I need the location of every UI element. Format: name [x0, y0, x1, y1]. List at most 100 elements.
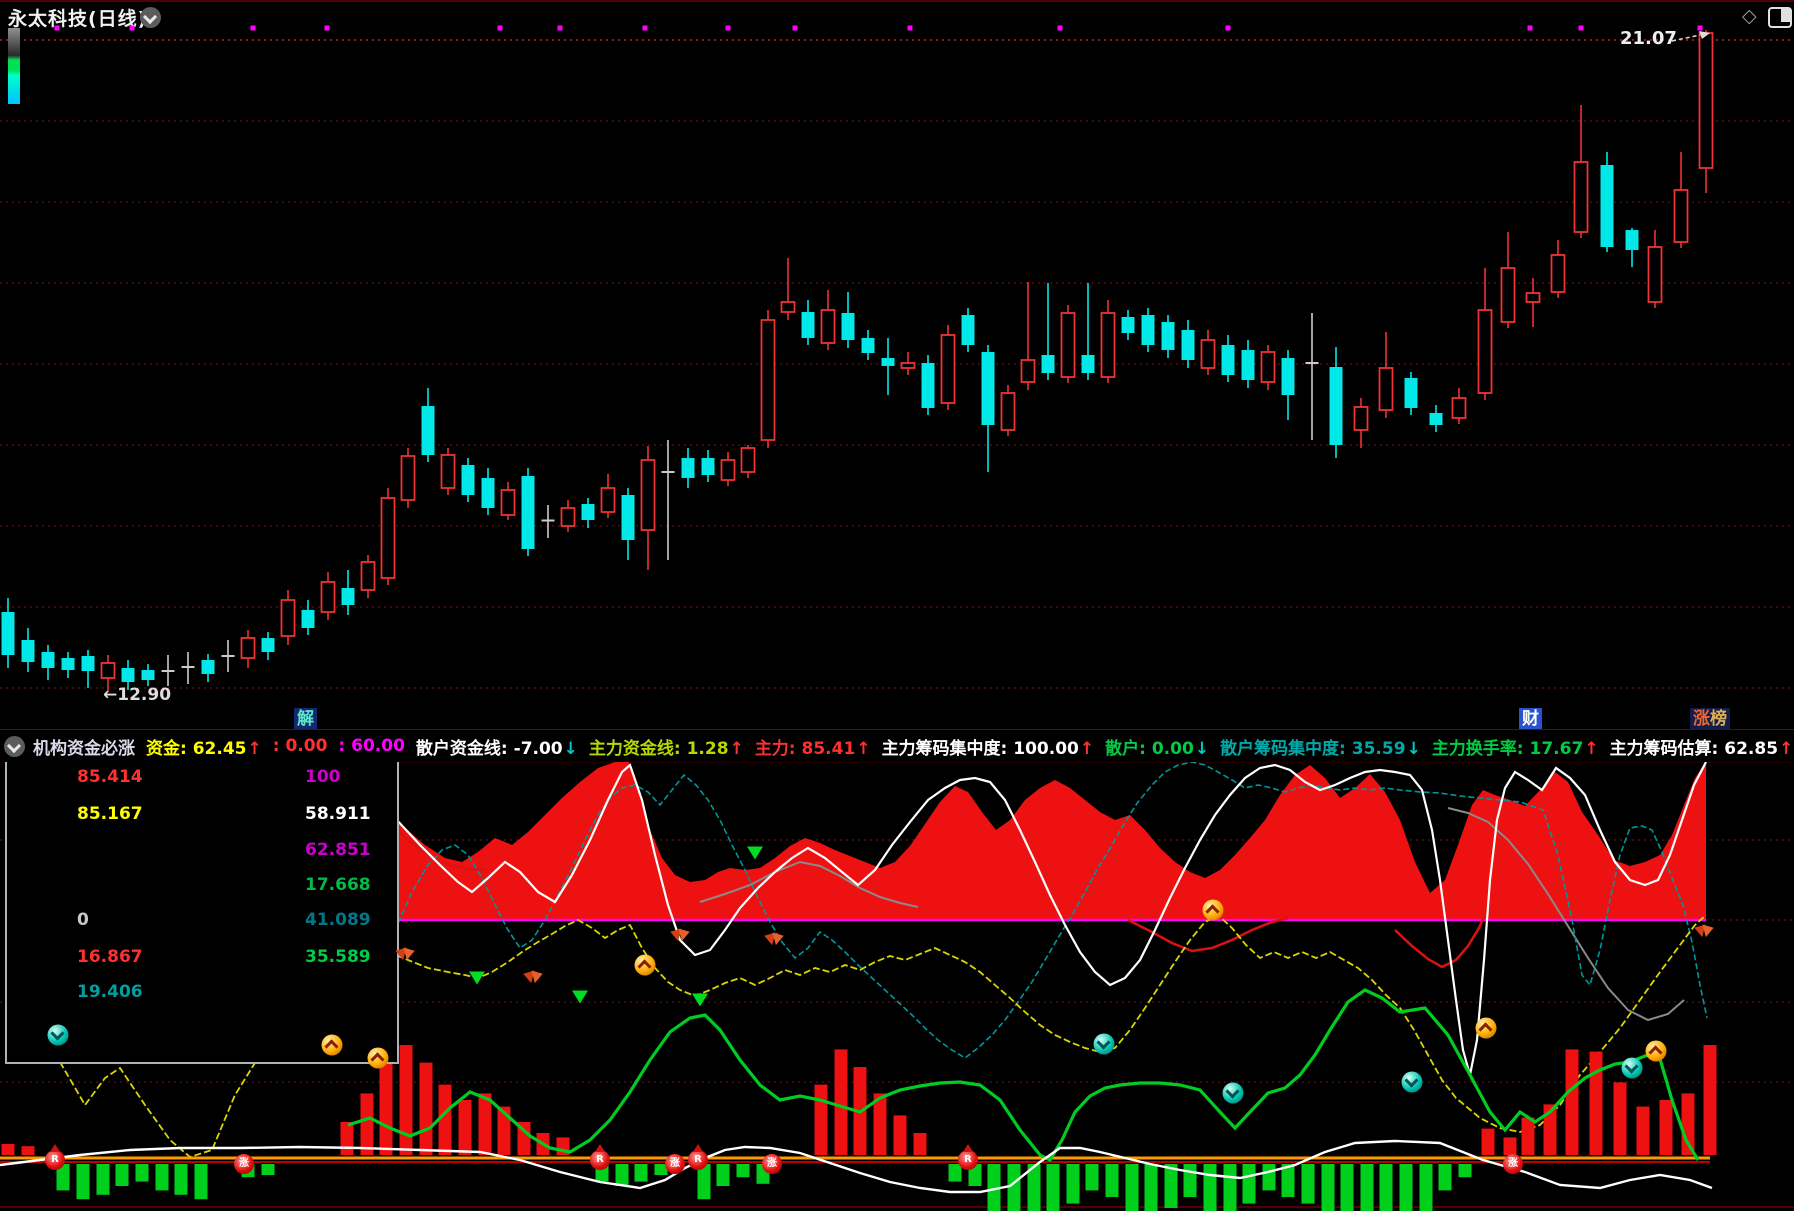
- candle-up: [820, 309, 836, 344]
- candle-down: [681, 458, 695, 478]
- bar-up: [340, 1122, 354, 1155]
- candle-down: [61, 658, 75, 670]
- bar-down: [1223, 1164, 1237, 1211]
- panel-toggle-icon[interactable]: [1768, 7, 1792, 28]
- bar-down: [1027, 1164, 1041, 1211]
- chevron-down-icon[interactable]: [140, 7, 161, 28]
- indicator-value-panel: 85.414 85.167 0 16.867 19.406 100 58.911…: [5, 757, 399, 1064]
- bar-down: [1438, 1164, 1452, 1191]
- up-arrow-icon: ↑: [729, 738, 744, 759]
- up-arrow-icon: ↑: [1584, 738, 1599, 759]
- badge-cai[interactable]: 财: [1519, 708, 1542, 731]
- gray-line: [1447, 807, 1685, 1022]
- sell-triangle-icon: [692, 993, 708, 1007]
- bar-down: [1066, 1164, 1080, 1204]
- panel-value: 85.167: [77, 804, 143, 824]
- candle-down: [1, 612, 15, 655]
- bar-down: [1144, 1164, 1158, 1211]
- bar-down: [1007, 1164, 1021, 1211]
- candle-up: [940, 334, 956, 404]
- candle-down: [1221, 345, 1235, 375]
- bar-down: [1164, 1164, 1178, 1208]
- candle-up: [780, 301, 796, 313]
- bar-down: [1125, 1164, 1139, 1211]
- bar-down: [1105, 1164, 1119, 1197]
- diamond-icon[interactable]: ◇: [1742, 5, 1757, 27]
- candle-up: [560, 507, 576, 527]
- legend-item: 主力筹码集中度: 100.00↑: [881, 738, 1095, 759]
- badge-zhangbang[interactable]: 涨榜: [1690, 708, 1730, 731]
- butterfly-signal-icon: [1694, 922, 1714, 936]
- badge-jie[interactable]: 解: [294, 708, 317, 731]
- bar-down: [1203, 1164, 1217, 1211]
- red-line: [1394, 909, 1489, 969]
- bar-up: [419, 1062, 433, 1155]
- candle-up: [1353, 406, 1369, 431]
- chevron-up-circle-icon: [1645, 1040, 1667, 1062]
- bar-up: [1703, 1045, 1717, 1155]
- red-circle-signal-icon: 涨: [234, 1154, 254, 1174]
- candle-down: [1041, 355, 1055, 373]
- low-price-label: ←12.90: [103, 685, 172, 705]
- candle-up: [1550, 254, 1566, 293]
- candle-up: [1378, 367, 1394, 411]
- candle-down: [341, 588, 355, 605]
- up-arrow-icon: ↑: [856, 738, 871, 759]
- legend-chevron-down-icon[interactable]: [4, 735, 25, 757]
- bar-down: [1262, 1164, 1276, 1191]
- bar-down: [634, 1164, 648, 1182]
- bar-up: [458, 1100, 472, 1155]
- candle-down: [621, 495, 635, 540]
- sell-triangle-icon: [572, 990, 588, 1004]
- candle-down: [521, 476, 535, 549]
- chevron-down-circle-icon: [1401, 1071, 1423, 1093]
- legend-item: 散户资金线: -7.00↓: [415, 738, 578, 759]
- bar-down: [1399, 1164, 1413, 1211]
- candle-up: [600, 487, 616, 513]
- candle-up: [1477, 309, 1493, 394]
- down-arrow-icon: ↓: [1406, 738, 1421, 759]
- magenta-dot-marker: [725, 25, 731, 31]
- panel-value: 58.911: [305, 804, 371, 824]
- red-drop-signal-icon: R: [688, 1150, 708, 1170]
- candle-down: [1161, 322, 1175, 350]
- bar-down: [654, 1164, 668, 1175]
- chevron-down-circle-icon: [1093, 1033, 1115, 1055]
- candle-down: [421, 406, 435, 455]
- bar-down: [1085, 1164, 1099, 1191]
- red-drop-signal-icon: R: [590, 1150, 610, 1170]
- panel-value: 100: [305, 767, 341, 787]
- candle-down: [81, 656, 95, 671]
- high-arrow: [1671, 34, 1701, 42]
- red-circle-signal-icon: 涨: [1503, 1154, 1523, 1174]
- fund-line: [59, 913, 1707, 1159]
- candle-up: [900, 362, 916, 369]
- bar-up: [1521, 1117, 1535, 1155]
- candle-up: [740, 447, 756, 473]
- candle-down: [21, 640, 35, 662]
- up-arrow-icon: ↑: [247, 738, 262, 759]
- bar-down: [615, 1164, 629, 1186]
- butterfly-signal-icon: [395, 945, 415, 959]
- chevron-down-circle-icon: [47, 1024, 69, 1046]
- candle-down: [1625, 230, 1639, 250]
- high-arrowhead: [1699, 31, 1710, 39]
- bar-down: [968, 1164, 982, 1186]
- bar-down: [1379, 1164, 1393, 1211]
- legend-item: : 0.00: [272, 736, 328, 756]
- panel-value: 62.851: [305, 840, 371, 860]
- candle-down: [921, 363, 935, 408]
- bar-down: [194, 1164, 208, 1200]
- candle-down: [481, 478, 495, 508]
- down-arrow-icon: ↓: [1194, 738, 1210, 759]
- candle-up: [100, 662, 116, 679]
- candle-down: [581, 504, 595, 520]
- gray-line: [699, 860, 919, 908]
- candle-up: [1573, 161, 1589, 233]
- bar-up: [1543, 1104, 1557, 1155]
- down-arrow-icon: ↓: [563, 738, 578, 759]
- candle-up: [440, 454, 456, 489]
- white-bottom-line: [0, 1139, 1713, 1194]
- bar-down: [1419, 1164, 1433, 1211]
